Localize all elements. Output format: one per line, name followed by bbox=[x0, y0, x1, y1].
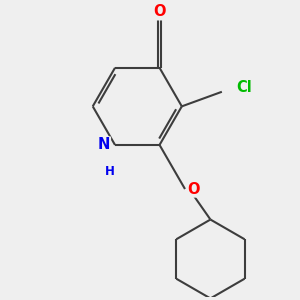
Text: O: O bbox=[188, 182, 200, 196]
Text: N: N bbox=[98, 137, 110, 152]
Text: O: O bbox=[153, 4, 166, 19]
Text: H: H bbox=[105, 165, 115, 178]
Text: Cl: Cl bbox=[236, 80, 252, 95]
